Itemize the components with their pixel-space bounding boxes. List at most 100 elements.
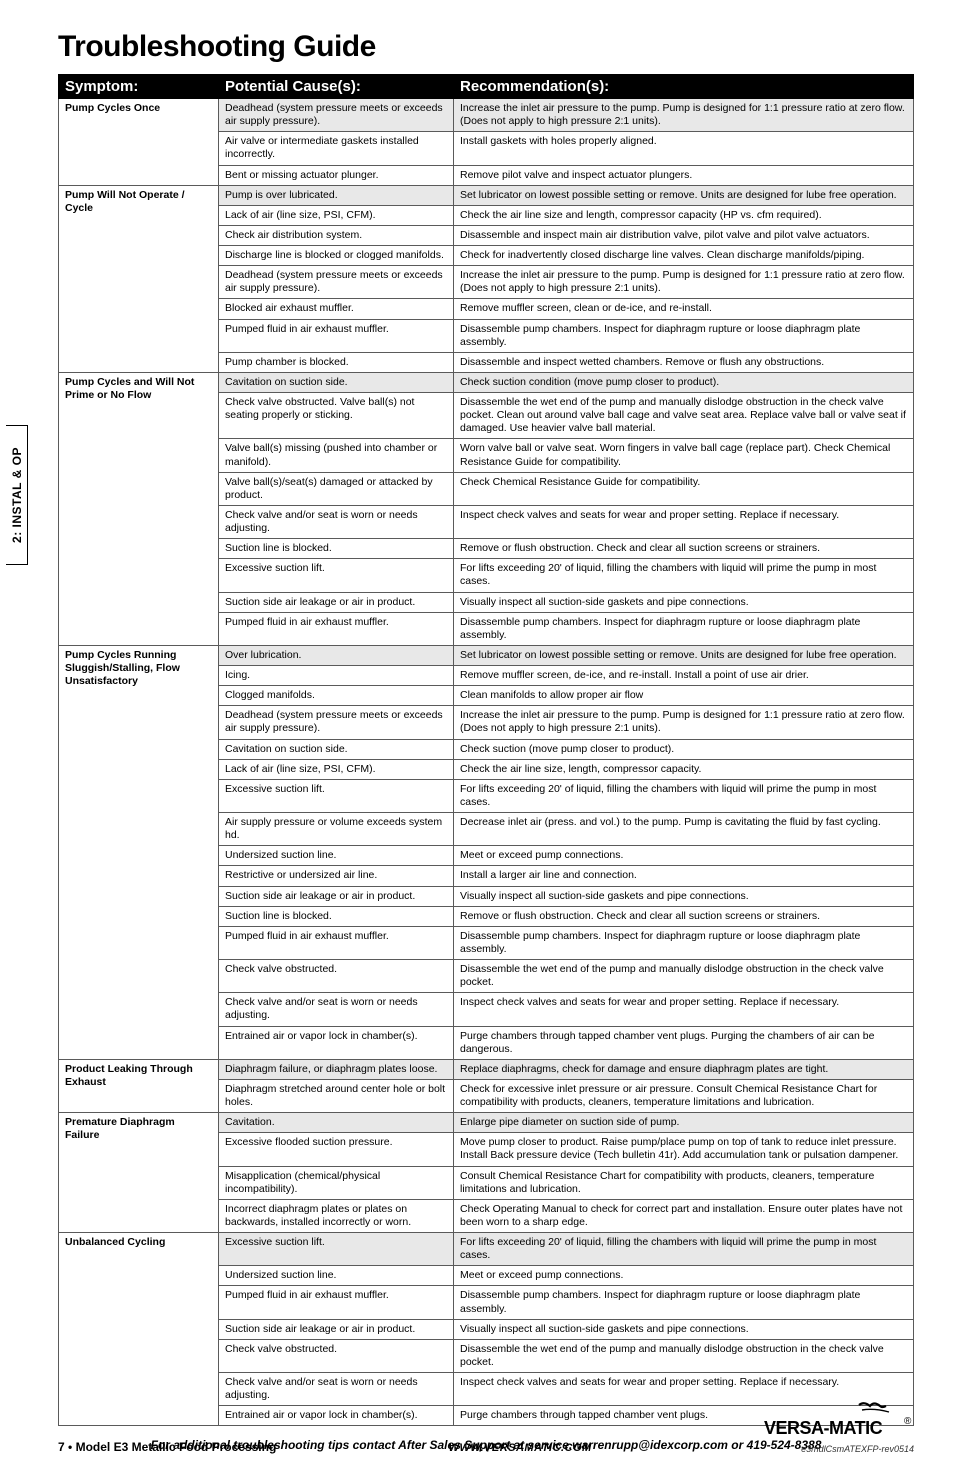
cause-cell: Undersized suction line. bbox=[219, 1266, 454, 1286]
cause-cell: Pumped fluid in air exhaust muffler. bbox=[219, 1286, 454, 1319]
recommendation-cell: Visually inspect all suction-side gasket… bbox=[454, 886, 914, 906]
recommendation-cell: Check the air line size, length, compres… bbox=[454, 759, 914, 779]
cause-cell: Excessive suction lift. bbox=[219, 779, 454, 812]
recommendation-cell: Disassemble the wet end of the pump and … bbox=[454, 1339, 914, 1372]
recommendation-cell: Remove or flush obstruction. Check and c… bbox=[454, 906, 914, 926]
cause-cell: Diaphragm failure, or diaphragm plates l… bbox=[219, 1059, 454, 1079]
cause-cell: Pump is over lubricated. bbox=[219, 185, 454, 205]
cause-cell: Suction side air leakage or air in produ… bbox=[219, 592, 454, 612]
section-tab: 2: INSTAL & OP bbox=[6, 425, 28, 565]
cause-cell: Air valve or intermediate gaskets instal… bbox=[219, 132, 454, 165]
recommendation-cell: Check for excessive inlet pressure or ai… bbox=[454, 1079, 914, 1112]
recommendation-cell: Decrease inlet air (press. and vol.) to … bbox=[454, 813, 914, 846]
recommendation-cell: Purge chambers through tapped chamber ve… bbox=[454, 1026, 914, 1059]
recommendation-cell: For lifts exceeding 20' of liquid, filli… bbox=[454, 779, 914, 812]
cause-cell: Diaphragm stretched around center hole o… bbox=[219, 1079, 454, 1112]
cause-cell: Deadhead (system pressure meets or excee… bbox=[219, 706, 454, 739]
recommendation-cell: Install a larger air line and connection… bbox=[454, 866, 914, 886]
cause-cell: Undersized suction line. bbox=[219, 846, 454, 866]
symptom-cell: Unbalanced Cycling bbox=[59, 1233, 219, 1426]
recommendation-cell: Enlarge pipe diameter on suction side of… bbox=[454, 1113, 914, 1133]
recommendation-cell: Disassemble and inspect main air distrib… bbox=[454, 225, 914, 245]
cause-cell: Check valve and/or seat is worn or needs… bbox=[219, 993, 454, 1026]
recommendation-cell: Meet or exceed pump connections. bbox=[454, 1266, 914, 1286]
footer-url-suffix: .COM bbox=[561, 1442, 592, 1454]
cause-cell: Pumped fluid in air exhaust muffler. bbox=[219, 926, 454, 959]
cause-cell: Blocked air exhaust muffler. bbox=[219, 299, 454, 319]
recommendation-cell: Set lubricator on lowest possible settin… bbox=[454, 185, 914, 205]
footer-model: Model E3 Metallic Food Processing bbox=[76, 1440, 277, 1454]
cause-cell: Suction line is blocked. bbox=[219, 539, 454, 559]
page-title: Troubleshooting Guide bbox=[58, 30, 914, 64]
recommendation-cell: Disassemble and inspect wetted chambers.… bbox=[454, 352, 914, 372]
cause-cell: Check air distribution system. bbox=[219, 225, 454, 245]
section-tab-label: 2: INSTAL & OP bbox=[10, 447, 24, 543]
recommendation-cell: Visually inspect all suction-side gasket… bbox=[454, 1319, 914, 1339]
recommendation-cell: Check suction condition (move pump close… bbox=[454, 372, 914, 392]
header-cause: Potential Cause(s): bbox=[219, 75, 454, 99]
cause-cell: Icing. bbox=[219, 666, 454, 686]
cause-cell: Deadhead (system pressure meets or excee… bbox=[219, 266, 454, 299]
recommendation-cell: Worn valve ball or valve seat. Worn fing… bbox=[454, 439, 914, 472]
recommendation-cell: Inspect check valves and seats for wear … bbox=[454, 1373, 914, 1406]
cause-cell: Check valve obstructed. bbox=[219, 960, 454, 993]
cause-cell: Deadhead (system pressure meets or excee… bbox=[219, 99, 454, 132]
recommendation-cell: Increase the inlet air pressure to the p… bbox=[454, 706, 914, 739]
cause-cell: Discharge line is blocked or clogged man… bbox=[219, 246, 454, 266]
page-number: 7 bbox=[58, 1440, 65, 1454]
recommendation-cell: Remove pilot valve and inspect actuator … bbox=[454, 165, 914, 185]
cause-cell: Check valve obstructed. Valve ball(s) no… bbox=[219, 393, 454, 439]
cause-cell: Cavitation on suction side. bbox=[219, 739, 454, 759]
cause-cell: Valve ball(s) missing (pushed into chamb… bbox=[219, 439, 454, 472]
recommendation-cell: Remove muffler screen, clean or de-ice, … bbox=[454, 299, 914, 319]
svg-text:®: ® bbox=[904, 1416, 912, 1427]
table-row: Pump Will Not Operate / CyclePump is ove… bbox=[59, 185, 914, 205]
recommendation-cell: Disassemble the wet end of the pump and … bbox=[454, 960, 914, 993]
header-symptom: Symptom: bbox=[59, 75, 219, 99]
table-row: Pump Cycles and Will Not Prime or No Flo… bbox=[59, 372, 914, 392]
symptom-cell: Pump Cycles Running Sluggish/Stalling, F… bbox=[59, 645, 219, 1059]
recommendation-cell: Check Chemical Resistance Guide for comp… bbox=[454, 472, 914, 505]
symptom-cell: Pump Cycles Once bbox=[59, 99, 219, 186]
symptom-cell: Premature Diaphragm Failure bbox=[59, 1113, 219, 1233]
table-row: Pump Cycles OnceDeadhead (system pressur… bbox=[59, 99, 914, 132]
cause-cell: Suction side air leakage or air in produ… bbox=[219, 886, 454, 906]
troubleshooting-table: Symptom: Potential Cause(s): Recommendat… bbox=[58, 74, 914, 1426]
cause-cell: Excessive suction lift. bbox=[219, 1233, 454, 1266]
symptom-cell: Pump Cycles and Will Not Prime or No Flo… bbox=[59, 372, 219, 645]
table-row: Product Leaking Through ExhaustDiaphragm… bbox=[59, 1059, 914, 1079]
recommendation-cell: Increase the inlet air pressure to the p… bbox=[454, 266, 914, 299]
cause-cell: Valve ball(s)/seat(s) damaged or attacke… bbox=[219, 472, 454, 505]
recommendation-cell: Disassemble pump chambers. Inspect for d… bbox=[454, 319, 914, 352]
recommendation-cell: Meet or exceed pump connections. bbox=[454, 846, 914, 866]
recommendation-cell: Move pump closer to product. Raise pump/… bbox=[454, 1133, 914, 1166]
symptom-cell: Pump Will Not Operate / Cycle bbox=[59, 185, 219, 372]
recommendation-cell: For lifts exceeding 20' of liquid, filli… bbox=[454, 1233, 914, 1266]
cause-cell: Incorrect diaphragm plates or plates on … bbox=[219, 1199, 454, 1232]
recommendation-cell: Install gaskets with holes properly alig… bbox=[454, 132, 914, 165]
cause-cell: Misapplication (chemical/physical incomp… bbox=[219, 1166, 454, 1199]
recommendation-cell: Set lubricator on lowest possible settin… bbox=[454, 645, 914, 665]
footer-right: VERSA-MATIC ® e3mdlCsmATEXFP-rev0514 bbox=[764, 1402, 914, 1454]
footer-url-mid: VERSAMATIC bbox=[484, 1442, 561, 1454]
recommendation-cell: Remove or flush obstruction. Check and c… bbox=[454, 539, 914, 559]
cause-cell: Excessive flooded suction pressure. bbox=[219, 1133, 454, 1166]
recommendation-cell: Remove muffler screen, de-ice, and re-in… bbox=[454, 666, 914, 686]
footer-left: 7 • Model E3 Metallic Food Processing bbox=[58, 1440, 276, 1454]
footer-url: WWW.VERSAMATIC.COM bbox=[449, 1442, 592, 1454]
page-footer: 7 • Model E3 Metallic Food Processing WW… bbox=[58, 1402, 914, 1454]
table-row: Pump Cycles Running Sluggish/Stalling, F… bbox=[59, 645, 914, 665]
recommendation-cell: Replace diaphragms, check for damage and… bbox=[454, 1059, 914, 1079]
cause-cell: Lack of air (line size, PSI, CFM). bbox=[219, 759, 454, 779]
cause-cell: Suction line is blocked. bbox=[219, 906, 454, 926]
recommendation-cell: Consult Chemical Resistance Chart for co… bbox=[454, 1166, 914, 1199]
cause-cell: Pump chamber is blocked. bbox=[219, 352, 454, 372]
cause-cell: Suction side air leakage or air in produ… bbox=[219, 1319, 454, 1339]
footer-rev: e3mdlCsmATEXFP-rev0514 bbox=[764, 1444, 914, 1454]
recommendation-cell: Clean manifolds to allow proper air flow bbox=[454, 686, 914, 706]
cause-cell: Air supply pressure or volume exceeds sy… bbox=[219, 813, 454, 846]
cause-cell: Cavitation on suction side. bbox=[219, 372, 454, 392]
table-row: Unbalanced CyclingExcessive suction lift… bbox=[59, 1233, 914, 1266]
cause-cell: Cavitation. bbox=[219, 1113, 454, 1133]
recommendation-cell: For lifts exceeding 20' of liquid, filli… bbox=[454, 559, 914, 592]
